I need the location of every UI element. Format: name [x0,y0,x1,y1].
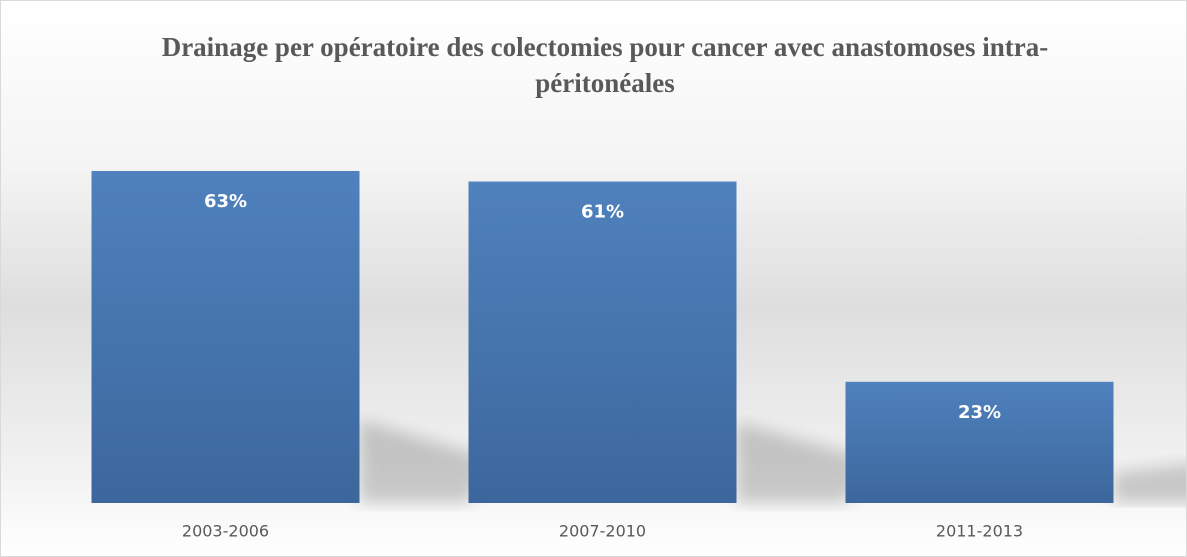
bar [91,170,360,504]
bar-shadow [359,419,490,503]
bar-shadow [1113,464,1186,503]
value-label: 61% [581,202,624,223]
value-label: 23% [958,402,1001,423]
x-tick-label: 2003-2006 [182,522,269,541]
value-label: 63% [204,191,247,212]
bar [468,181,737,503]
x-tick-label: 2011-2013 [936,522,1023,541]
bar-shadow [736,422,867,503]
x-tick-label: 2007-2010 [559,522,646,541]
bar [845,381,1114,503]
chart-title: Drainage per opératoire des colectomies … [161,32,1049,98]
